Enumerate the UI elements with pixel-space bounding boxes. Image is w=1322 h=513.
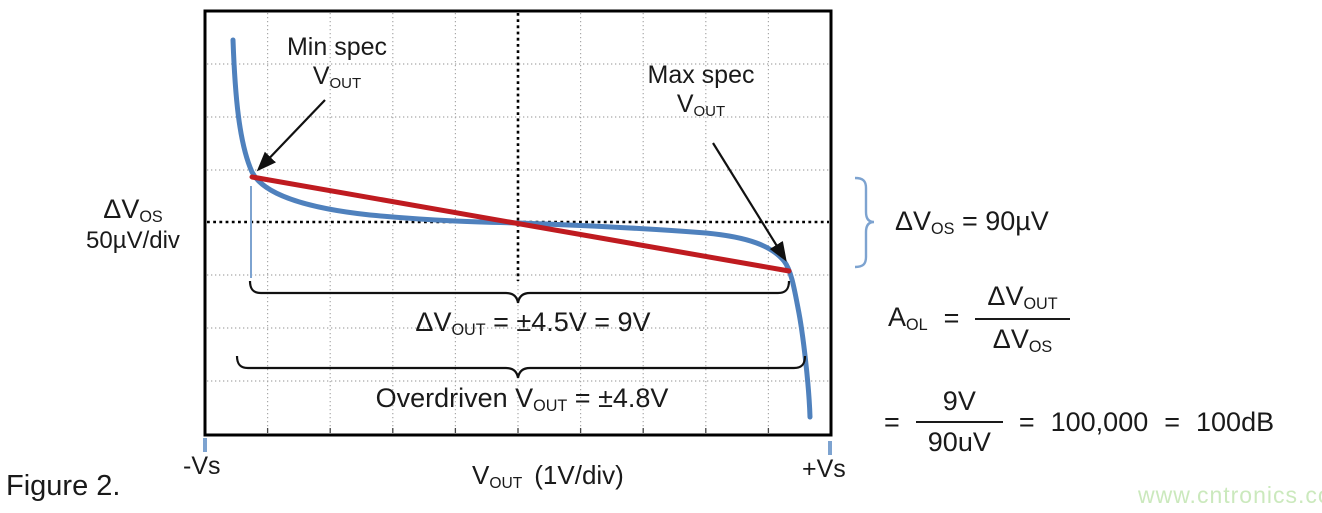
result-equals-2: = [1018,406,1035,437]
min-spec-label: Min spec VOUT [257,33,417,92]
neg-vs-label: -Vs [183,452,221,480]
min-spec-vout: VOUT [312,61,362,92]
aol-equation: AOL = ΔVOUT ΔVOS [888,281,1070,356]
delta-vout-label: ΔVOUT = ±4.5V = 9V [415,307,651,340]
result-db: 100dB [1196,406,1275,437]
y-axis-scale: 50µV/div [86,226,180,254]
aol-numerator: ΔVOUT [987,281,1058,314]
figure-caption: Figure 2. [6,470,121,502]
aol-equals: = [943,303,960,334]
max-spec-line1: Max spec [647,61,755,89]
bottom-inner-ticks [266,428,770,433]
max-spec-label: Max spec VOUT [621,61,781,120]
pos-vs-label: +Vs [802,455,846,483]
y-axis-symbol: ΔVOS [103,194,163,227]
result-equation: = 9V 90uV = 100,000 = 100dB [884,386,1274,458]
x-axis-label: VOUT (1V/div) [472,460,624,492]
watermark: www.cntronics.com [1138,482,1322,508]
min-spec-arrow [256,99,326,172]
aol-symbol: AOL [888,302,928,335]
delta-vos-brace [854,176,875,269]
plot-border [203,9,833,437]
fraction-bar [915,421,1003,424]
y-axis-label: ΔVOS 50µV/div [68,194,198,254]
result-equals-3: = [1164,406,1181,437]
result-numerator: 9V [942,386,976,416]
result-denominator: 90uV [927,427,991,458]
result-value: 100,000 [1050,406,1149,437]
grid-vertical-lines [267,13,770,433]
result-fraction: 9V 90uV [915,386,1003,458]
max-spec-arrow [712,142,787,262]
spec-slope-line [249,174,792,274]
aol-denominator: ΔVOS [992,323,1053,356]
result-equals-1: = [884,406,900,437]
min-spec-line1: Min spec [286,33,388,61]
overdriven-vout-brace [235,355,807,379]
aol-fraction: ΔVOUT ΔVOS [975,281,1070,356]
delta-vos-value: ΔVOS = 90µV [895,206,1049,239]
overdriven-label: Overdriven VOUT = ±4.8V [375,383,669,416]
max-spec-vout: VOUT [676,89,726,120]
delta-vout-brace [248,280,791,304]
fraction-bar [975,317,1070,320]
